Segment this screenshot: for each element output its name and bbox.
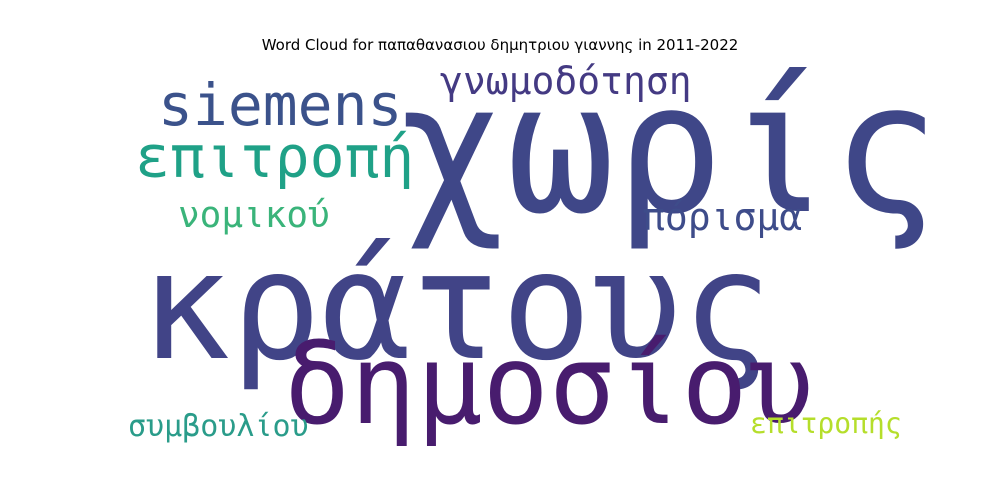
word-gnomodotisi: γνωμοδότηση (440, 59, 692, 103)
word-epitropi: επιτροπή (135, 123, 415, 191)
word-dimosiou: δημοσίου (284, 321, 814, 449)
chart-title: Word Cloud for παπαθανασιου δημητριου γι… (261, 36, 739, 54)
word-symvouliou: συμβουλίου (128, 409, 309, 444)
word-kratous: κράτους (140, 220, 773, 394)
word-epitropis: επιτροπής (750, 407, 902, 440)
word-choris: χωρίς (398, 45, 940, 254)
word-siemens: siemens (158, 71, 403, 139)
word-porisma: πόρισμα (642, 195, 803, 239)
word-nomikou: νομικού (178, 195, 330, 236)
